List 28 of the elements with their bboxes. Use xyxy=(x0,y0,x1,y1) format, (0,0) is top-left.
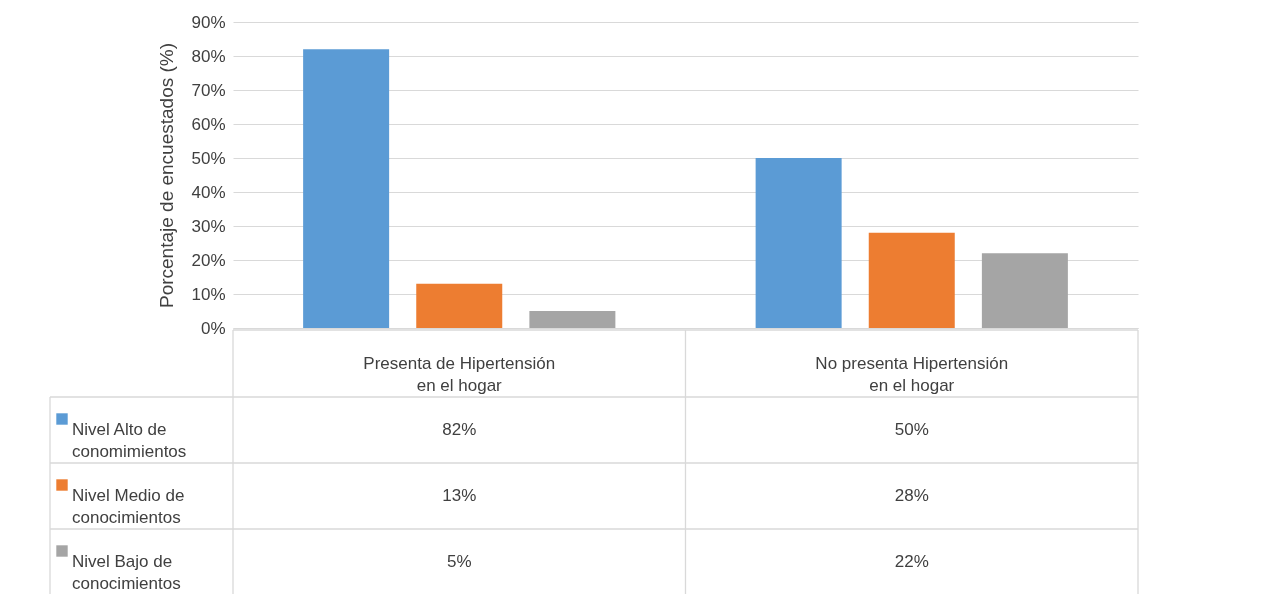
data-label: 5% xyxy=(446,552,472,571)
bar xyxy=(416,283,503,328)
bar xyxy=(529,311,616,328)
y-tick-label: 0% xyxy=(200,318,226,338)
legend-label: Nivel Bajo de conocimientos xyxy=(72,552,181,593)
data-label: 13% xyxy=(442,486,477,505)
y-tick-label: 70% xyxy=(191,80,226,100)
data-label: 28% xyxy=(894,486,929,505)
legend-label: Nivel Medio de conocimientos xyxy=(72,486,185,527)
y-tick-label: 30% xyxy=(191,216,226,236)
y-tick-label: 60% xyxy=(191,114,226,134)
bar xyxy=(868,232,955,328)
x-tick-label: Presenta de Hipertensión en el hogar xyxy=(363,353,556,395)
y-tick-label: 50% xyxy=(191,148,226,168)
legend-label: Nivel Alto de conomimientos xyxy=(72,420,187,461)
y-axis-title: Porcentaje de encuestados (%) xyxy=(156,42,178,309)
bar xyxy=(303,49,390,328)
bar xyxy=(755,158,842,328)
data-label: 22% xyxy=(894,552,929,571)
y-tick-label: 20% xyxy=(191,250,226,270)
y-tick-label: 10% xyxy=(191,284,226,304)
data-label: 82% xyxy=(442,420,477,439)
y-tick-label: 90% xyxy=(191,12,226,32)
x-tick-label: No presenta Hipertensión en el hogar xyxy=(815,353,1009,395)
bar xyxy=(981,253,1068,328)
y-tick-label: 80% xyxy=(191,46,226,66)
data-label: 50% xyxy=(894,420,929,439)
y-tick-label: 40% xyxy=(191,182,226,202)
